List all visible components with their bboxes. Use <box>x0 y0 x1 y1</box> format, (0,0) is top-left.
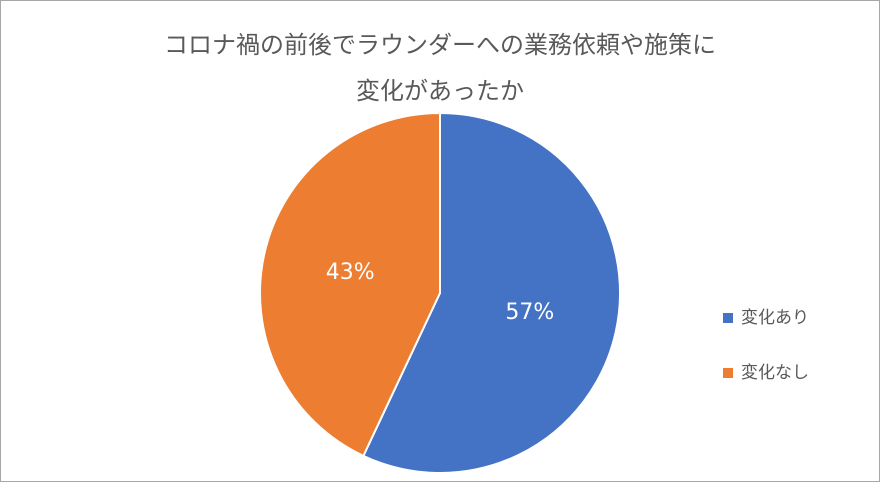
chart-title: コロナ禍の前後でラウンダーへの業務依頼や施策に <box>164 31 716 59</box>
chart-title: 変化があったか <box>356 77 524 105</box>
pie-slice <box>362 111 621 474</box>
legend-label: 変化あり <box>741 308 809 328</box>
legend-swatch <box>723 368 733 378</box>
legend-swatch <box>723 313 733 323</box>
legend-label: 変化なし <box>741 363 809 383</box>
data-label: 43% <box>326 260 375 285</box>
data-label: 57% <box>505 300 554 325</box>
pie-slice <box>259 111 441 458</box>
